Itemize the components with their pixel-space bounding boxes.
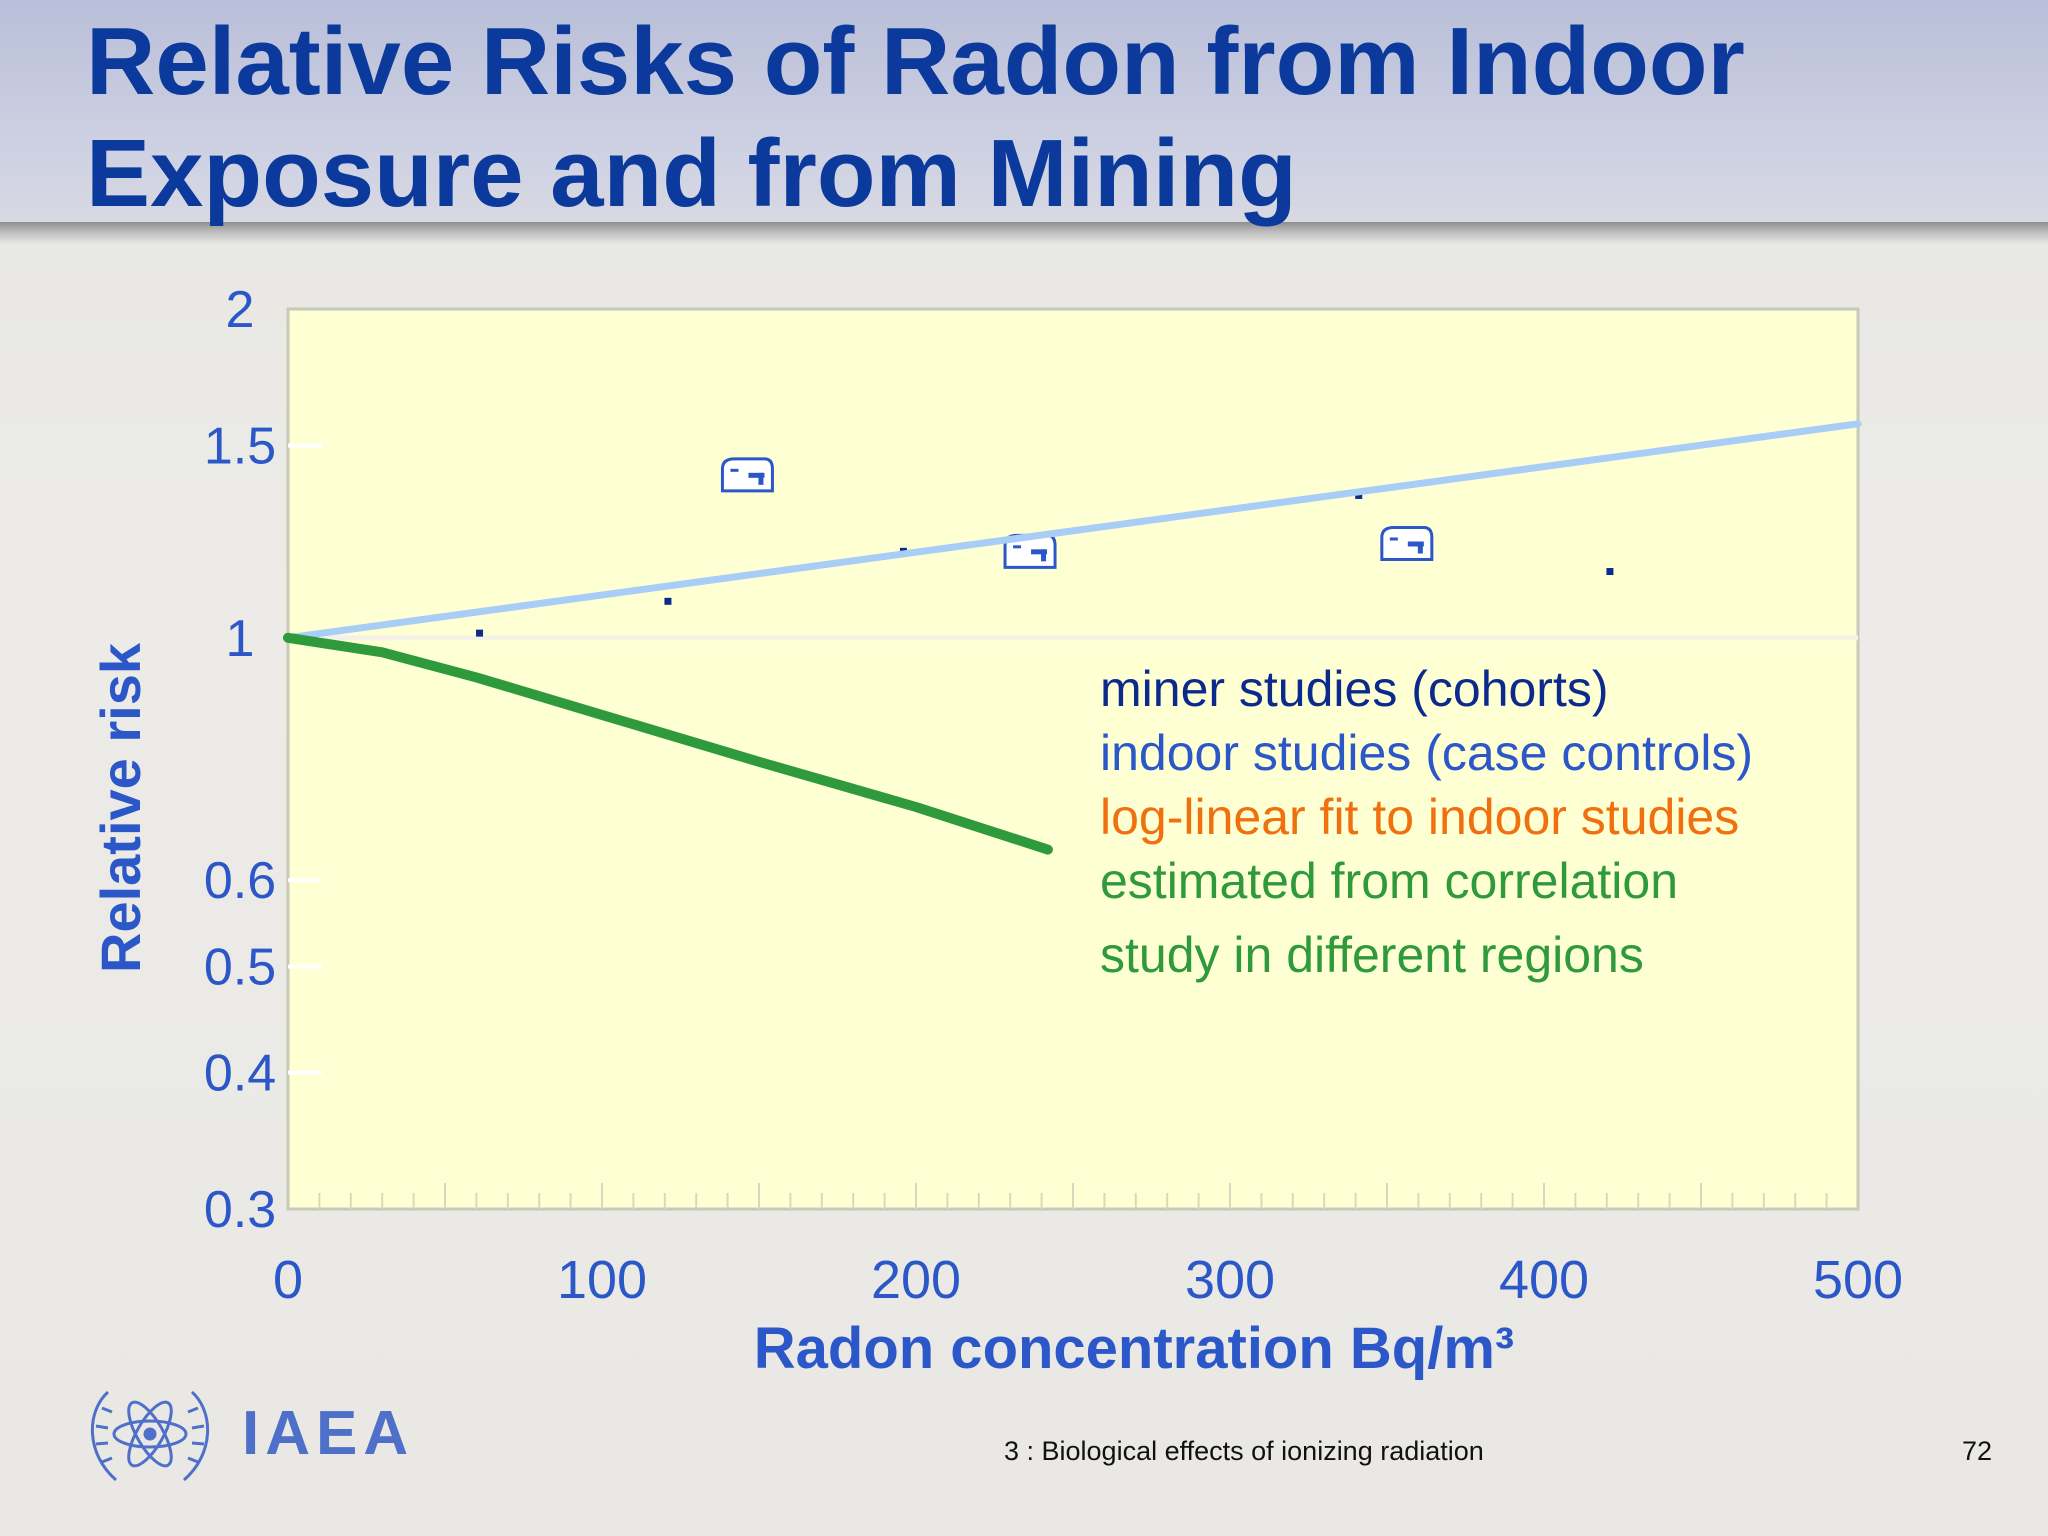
y-tick-label: 0.3 [204, 1181, 276, 1239]
house-door [758, 472, 764, 485]
log-linear-fit-line [284, 420, 1862, 642]
y-axis-title: Relative risk [89, 642, 152, 973]
legend-item: indoor studies (case controls) [1100, 725, 1753, 781]
legend: miner studies (cohorts) indoor studies (c… [1100, 661, 1753, 983]
header-band [0, 0, 2048, 228]
title-line-1: Relative Risks of Radon from Indoor [86, 8, 1745, 115]
header-shadow [0, 222, 2048, 244]
y-tick-label: 2 [226, 281, 255, 339]
miner-study-point [476, 629, 484, 637]
y-tick-label: 0.5 [204, 939, 276, 997]
house-window [1013, 545, 1022, 549]
indoor-study-house-icon [720, 457, 774, 493]
x-tick-label: 300 [1185, 1250, 1275, 1310]
house-door [1417, 541, 1423, 554]
title-line-2: Exposure and from Mining [86, 120, 1297, 227]
house-bar [1407, 541, 1424, 547]
un-emblem-icon [90, 1390, 210, 1482]
slide-title: Relative Risks of Radon from Indoor Expo… [86, 6, 1986, 230]
legend-item: miner studies (cohorts) [1100, 661, 1609, 717]
house-bar [748, 472, 765, 478]
iaea-wordmark: IAEA [242, 1399, 414, 1468]
house-window [730, 468, 739, 472]
legend-item: estimated from correlation [1100, 853, 1678, 909]
x-tick-label: 400 [1499, 1250, 1589, 1310]
house-door [1041, 549, 1047, 562]
x-tick-label: 0 [273, 1250, 303, 1310]
legend-item: study in different regions [1100, 927, 1644, 983]
legend-item: log-linear fit to indoor studies [1100, 789, 1739, 845]
house-outline [1380, 525, 1434, 561]
indoor-study-house-icon [1380, 525, 1434, 561]
miner-study-point [1606, 568, 1614, 576]
y-tick-label: 1 [226, 610, 255, 668]
x-tick-label: 100 [557, 1250, 647, 1310]
x-axis-title: Radon concentration Bq/m³ [754, 1316, 1514, 1381]
x-tick-label: 200 [871, 1250, 961, 1310]
y-tick-label: 0.6 [204, 852, 276, 910]
house-window [1389, 537, 1398, 541]
miner-study-point [664, 597, 672, 605]
footer-course-title: 3 : Biological effects of ionizing radia… [1004, 1436, 1484, 1466]
house-outline [720, 457, 774, 493]
correlation-estimate-line [283, 632, 1053, 855]
miner-study-point [1355, 491, 1363, 499]
x-tick-label: 500 [1813, 1250, 1903, 1310]
y-tick-label: 0.4 [204, 1045, 276, 1103]
iaea-logo: IAEA [90, 1390, 414, 1482]
y-tick-label: 1.5 [204, 417, 276, 475]
house-bar [1031, 549, 1048, 555]
page-number: 72 [1962, 1436, 1993, 1466]
